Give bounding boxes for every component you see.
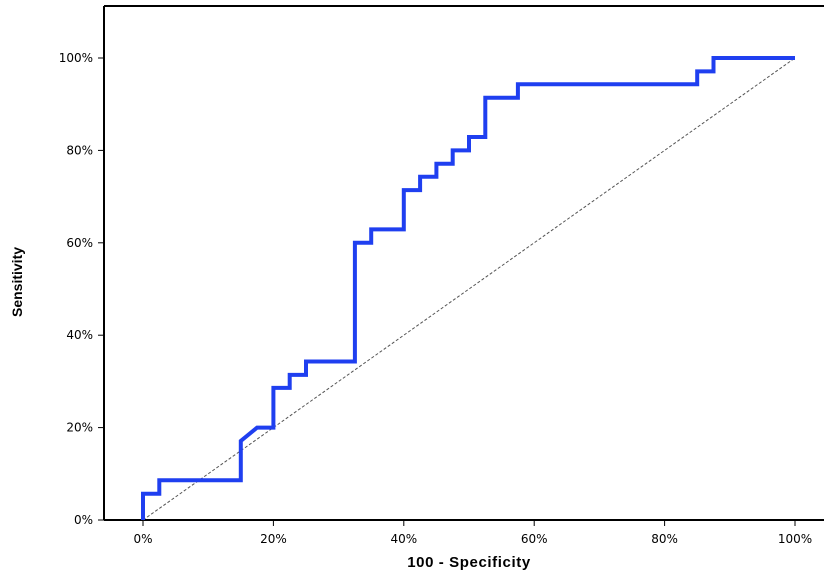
y-tick-label: 60%: [66, 236, 93, 250]
y-tick-label: 80%: [66, 143, 93, 157]
roc-curve-line: [141, 56, 795, 520]
y-tick-label: 100%: [59, 51, 93, 65]
x-tick-label: 100%: [778, 532, 812, 546]
reference-diagonal-line: [142, 57, 796, 521]
x-axis-title: 100 - Specificity: [407, 554, 531, 571]
y-axis-title: Sensitivity: [9, 247, 25, 317]
axis-ticks: 0% 20% 40% 60% 80% 100% 0% 20% 40% 60% 80% 100%: [59, 51, 812, 546]
y-tick-label: 40%: [66, 328, 93, 342]
x-tick-label: 20%: [260, 532, 287, 546]
x-tick-label: 40%: [390, 532, 417, 546]
x-tick-label: 0%: [133, 532, 152, 546]
x-tick-label: 80%: [651, 532, 678, 546]
y-tick-label: 0%: [74, 513, 93, 527]
y-tick-label: 20%: [66, 421, 93, 435]
x-tick-label: 60%: [521, 532, 548, 546]
